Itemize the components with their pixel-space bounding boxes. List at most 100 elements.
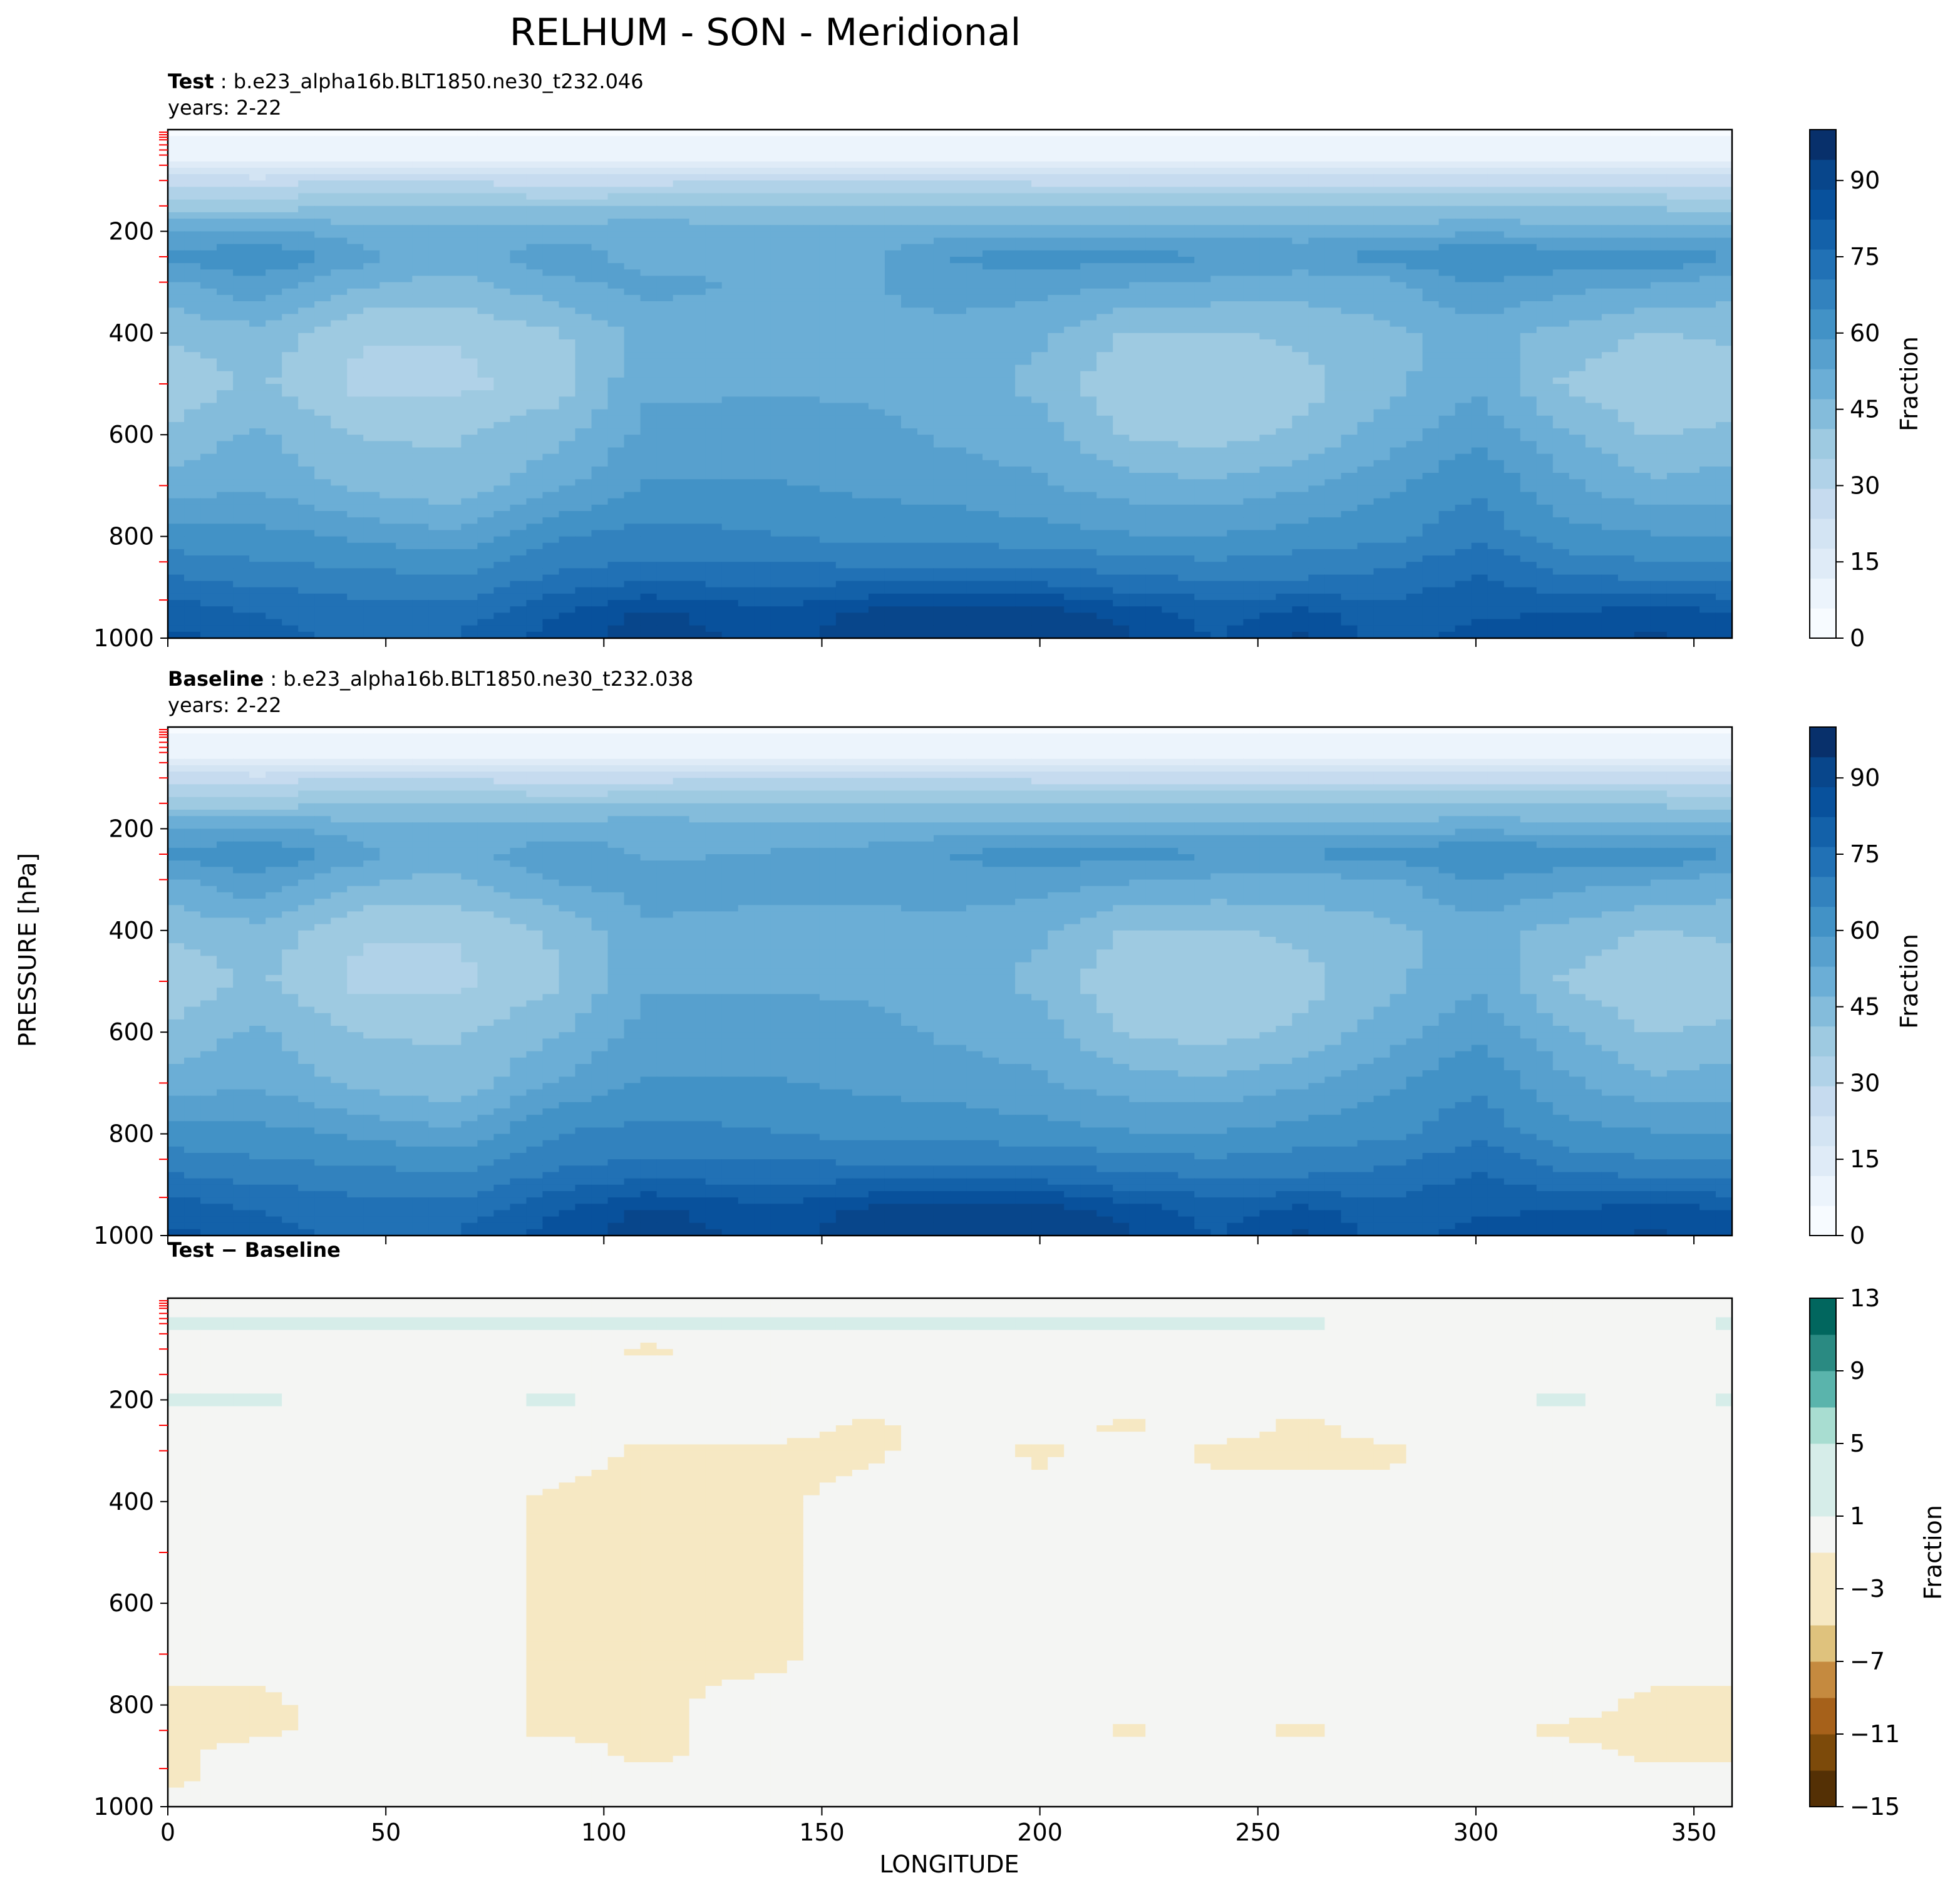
contour-cell: [999, 269, 1016, 277]
contour-cell: [999, 257, 1016, 264]
contour-cell: [656, 288, 674, 296]
contour-cell: [983, 237, 999, 245]
contour-cell: [314, 231, 331, 239]
contour-cell: [1617, 231, 1635, 239]
contour-cell: [510, 174, 527, 181]
contour-cell: [559, 364, 576, 372]
contour-cell: [1438, 396, 1456, 404]
contour-cell: [200, 339, 217, 346]
contour-cell: [1276, 333, 1293, 340]
contour-cell: [787, 136, 804, 143]
contour-cell: [1292, 352, 1309, 359]
contour-cell: [1585, 301, 1602, 308]
contour-cell: [1324, 288, 1342, 296]
contour-cell: [1373, 269, 1391, 277]
contour-cell: [233, 288, 250, 296]
contour-cell: [1276, 193, 1293, 200]
contour-cell: [347, 180, 364, 187]
contour-cell: [1601, 346, 1619, 353]
contour-cell: [575, 161, 592, 168]
contour-cell: [787, 180, 804, 187]
contour-cell: [1715, 237, 1733, 245]
contour-cell: [673, 130, 690, 137]
contour-cell: [1113, 276, 1130, 283]
contour-cell: [1324, 441, 1342, 448]
contour-cell: [314, 396, 331, 404]
contour-cell: [1520, 237, 1537, 245]
contour-cell: [1276, 364, 1293, 372]
contour-cell: [803, 212, 820, 219]
contour-cell: [607, 358, 625, 366]
contour-cell: [999, 403, 1016, 410]
contour-cell: [933, 320, 951, 328]
contour-cell: [1699, 193, 1716, 200]
contour-cell: [1243, 282, 1260, 289]
contour-cell: [1455, 250, 1472, 257]
contour-cell: [1601, 403, 1619, 410]
panel-test: Test : b.e23_alpha16b.BLT1850.ne30_t232.…: [93, 70, 1923, 652]
contour-cell: [673, 326, 690, 334]
contour-cell: [933, 428, 951, 435]
contour-cell: [314, 174, 331, 181]
contour-cell: [1129, 244, 1146, 251]
contour-cell: [1308, 352, 1326, 359]
contour-cell: [1569, 396, 1586, 404]
contour-cell: [363, 396, 380, 404]
contour-cell: [1080, 250, 1097, 257]
contour-cell: [950, 447, 967, 455]
contour-cell: [787, 409, 804, 416]
contour-cell: [1585, 409, 1602, 416]
contour-cell: [1357, 263, 1375, 270]
contour-cell: [1096, 231, 1113, 239]
contour-cell: [721, 421, 739, 429]
contour-cell: [1113, 447, 1130, 455]
contour-cell: [266, 409, 282, 416]
contour-cell: [868, 301, 885, 308]
contour-cell: [1324, 205, 1342, 213]
contour-cell: [314, 441, 331, 448]
contour-cell: [233, 193, 250, 200]
contour-cell: [1455, 193, 1472, 200]
contour-cell: [868, 231, 885, 239]
contour-cell: [1504, 428, 1521, 435]
contour-cell: [1324, 403, 1342, 410]
contour-cell: [1617, 136, 1635, 143]
contour-cell: [1617, 364, 1635, 372]
contour-cell: [1406, 288, 1423, 296]
contour-cell: [721, 250, 739, 257]
contour-cell: [1617, 187, 1635, 194]
contour-cell: [249, 346, 266, 353]
contour-cell: [673, 390, 690, 397]
contour-cell: [1699, 205, 1716, 213]
contour-cell: [884, 193, 902, 200]
contour-cell: [950, 250, 967, 257]
contour-cell: [1438, 346, 1456, 353]
contour-cell: [314, 187, 331, 194]
contour-cell: [656, 231, 674, 239]
contour-cell: [363, 403, 380, 410]
contour-cell: [412, 263, 429, 270]
contour-cell: [1064, 263, 1081, 270]
contour-cell: [542, 225, 560, 232]
contour-cell: [412, 390, 429, 397]
contour-cell: [1341, 205, 1358, 213]
contour-cell: [249, 384, 266, 391]
contour-cell: [1194, 244, 1211, 251]
contour-cell: [1617, 403, 1635, 410]
contour-cell: [1308, 428, 1326, 435]
contour-cell: [379, 301, 396, 308]
contour-cell: [673, 167, 690, 175]
contour-cell: [900, 428, 918, 435]
contour-cell: [1259, 250, 1277, 257]
contour-cell: [559, 447, 576, 455]
contour-cell: [1064, 288, 1081, 296]
contour-cell: [542, 219, 560, 225]
contour-cell: [640, 276, 658, 283]
contour-cell: [1504, 136, 1521, 143]
contour-cell: [1699, 231, 1716, 239]
contour-cell: [1357, 453, 1375, 461]
contour-cell: [1145, 390, 1162, 397]
contour-cell: [461, 250, 478, 257]
contour-cell: [803, 250, 820, 257]
contour-cell: [1308, 205, 1326, 213]
